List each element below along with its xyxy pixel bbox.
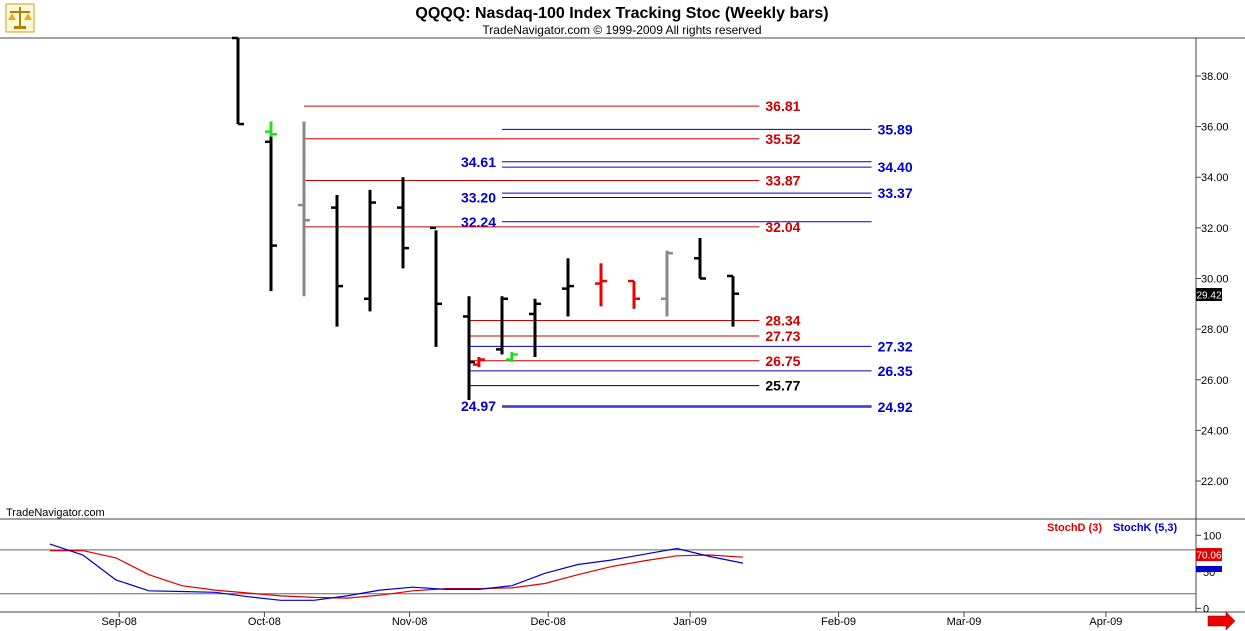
price-tick-label: 28.00 bbox=[1201, 324, 1229, 336]
level-label: 33.87 bbox=[765, 173, 800, 189]
level-label: 28.34 bbox=[765, 313, 800, 329]
price-tick-label: 32.00 bbox=[1201, 223, 1229, 235]
ohlc-bar bbox=[562, 258, 574, 317]
price-tick-label: 34.00 bbox=[1201, 172, 1229, 184]
level-label: 32.04 bbox=[765, 219, 800, 235]
ohlc-bar bbox=[397, 177, 409, 269]
level-label: 34.40 bbox=[878, 159, 913, 175]
ohlc-bar bbox=[472, 356, 485, 368]
ohlc-bar bbox=[727, 274, 739, 327]
level-label: 26.75 bbox=[765, 353, 800, 369]
ohlc-bar bbox=[694, 237, 706, 280]
ohlc-bars bbox=[232, 36, 739, 401]
ohlc-bar bbox=[628, 279, 640, 309]
ohlc-bar bbox=[463, 296, 475, 401]
ohlc-bar bbox=[331, 194, 343, 327]
scales-logo-icon bbox=[5, 3, 35, 33]
level-label: 35.52 bbox=[765, 131, 800, 147]
price-axis-ticks: 22.00 24.00 26.00 28.00 30.00 32.00 34.00 36.00… bbox=[1196, 71, 1229, 488]
watermark-text: TradeNavigator.com bbox=[6, 507, 105, 519]
ohlc-bar bbox=[595, 263, 607, 307]
level-label: 34.61 bbox=[461, 154, 496, 170]
x-tick-label: Apr-09 bbox=[1089, 616, 1122, 628]
ohlc-bar bbox=[430, 226, 442, 347]
price-tick-label: 30.00 bbox=[1201, 274, 1229, 286]
stoch-d-last-box bbox=[1196, 548, 1222, 562]
right-arrow-icon[interactable] bbox=[1207, 611, 1236, 631]
x-axis-ticks: Sep-08 Oct-08 Nov-08 Dec-08 Jan-09 Feb-09 Mar-… bbox=[101, 612, 1122, 628]
header-area bbox=[0, 0, 1245, 38]
x-tick-label: Sep-08 bbox=[101, 616, 136, 628]
stoch-k-line bbox=[49, 543, 744, 601]
stoch-tick-label: 0 bbox=[1203, 603, 1209, 615]
chart-title: QQQQ: Nasdaq-100 Index Tracking Stoc (We… bbox=[415, 5, 828, 22]
ohlc-bar bbox=[496, 296, 508, 355]
x-tick-label: Jan-09 bbox=[673, 616, 707, 628]
ohlc-bar bbox=[529, 298, 541, 357]
price-tick-label: 24.00 bbox=[1201, 425, 1229, 437]
stoch-legend-entry: StochK (5,3) bbox=[1113, 522, 1178, 534]
ohlc-bar bbox=[265, 121, 277, 137]
level-label: 27.73 bbox=[765, 328, 800, 344]
level-label: 32.24 bbox=[461, 214, 496, 230]
ohlc-bar bbox=[364, 189, 376, 312]
level-label: 33.20 bbox=[461, 189, 496, 205]
x-tick-label: Feb-09 bbox=[821, 616, 856, 628]
ohlc-bar bbox=[661, 250, 673, 317]
level-label: 33.37 bbox=[878, 185, 913, 201]
stoch-tick-label: 100 bbox=[1203, 530, 1221, 542]
ohlc-bar bbox=[232, 36, 244, 126]
price-tick-label: 22.00 bbox=[1201, 476, 1229, 488]
level-label: 24.97 bbox=[461, 398, 496, 414]
price-tick-label: 36.00 bbox=[1201, 122, 1229, 134]
last-price-label: 29.42 bbox=[1196, 291, 1221, 302]
stoch-d-last-label: 70.06 bbox=[1196, 551, 1221, 562]
x-tick-label: Mar-09 bbox=[947, 616, 982, 628]
x-tick-label: Nov-08 bbox=[392, 616, 427, 628]
price-tick-label: 38.00 bbox=[1201, 71, 1229, 83]
stoch-k-last-box bbox=[1196, 565, 1222, 572]
level-label: 24.92 bbox=[878, 399, 913, 415]
level-label: 36.81 bbox=[765, 98, 800, 114]
level-label: 27.32 bbox=[878, 338, 913, 354]
x-tick-label: Oct-08 bbox=[248, 616, 281, 628]
stoch-d-line bbox=[49, 549, 743, 599]
x-tick-label: Dec-08 bbox=[530, 616, 565, 628]
ohlc-bar bbox=[265, 121, 277, 292]
level-label: 26.35 bbox=[878, 363, 913, 379]
copyright-text: TradeNavigator.com © 1999-2009 All right… bbox=[482, 23, 761, 37]
price-tick-label: 26.00 bbox=[1201, 375, 1229, 387]
ohlc-bar bbox=[505, 351, 518, 363]
last-price-marker: 29.42 bbox=[1196, 288, 1222, 302]
ohlc-bar bbox=[298, 121, 310, 297]
stoch-legend-entry: StochD (3) bbox=[1047, 522, 1102, 534]
level-label: 25.77 bbox=[765, 378, 800, 394]
support-resistance-levels: 36.81 35.89 35.52 34.61 34.40 33.87 33.37 33.20… bbox=[304, 98, 913, 415]
level-label: 35.89 bbox=[878, 121, 913, 137]
